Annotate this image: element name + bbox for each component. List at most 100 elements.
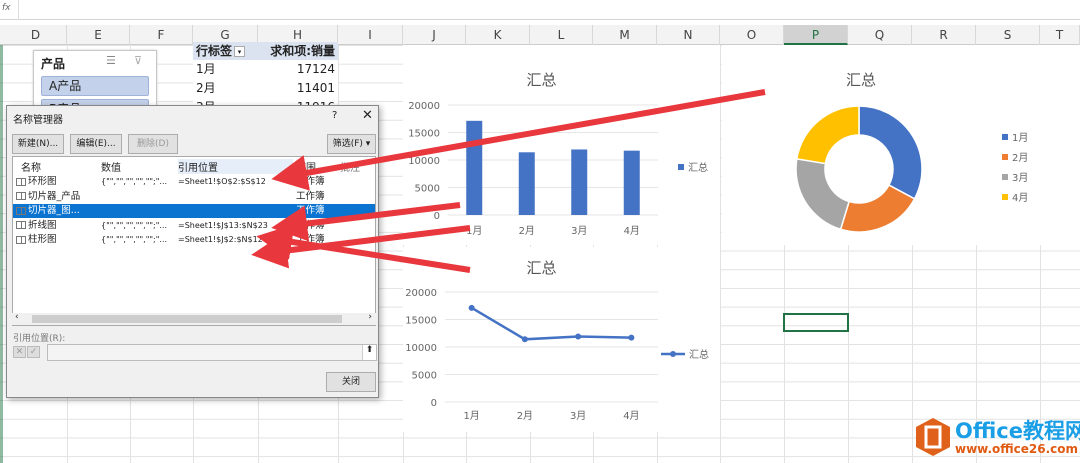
donut-slice	[839, 184, 916, 233]
donut-slice	[858, 105, 923, 200]
column-header-name[interactable]: 名称	[21, 163, 41, 174]
refers-to-input[interactable]	[47, 344, 377, 361]
x-tick-label: 4月	[624, 225, 640, 237]
slicer-title: 产品	[41, 57, 66, 71]
pivot-row[interactable]: 1月 17124	[193, 60, 338, 79]
bar-chart[interactable]: 汇总 0 5000 10000 15000 20000 1月 2月 3月 4月 汇总	[403, 45, 720, 245]
table-icon	[16, 177, 26, 186]
column-header-M[interactable]: M	[593, 25, 657, 45]
column-header-refers-to[interactable]: 引用位置	[178, 159, 293, 174]
y-tick-label: 5000	[412, 371, 437, 382]
donut-chart[interactable]: 汇总 1月 2月 3月 4月	[722, 45, 1080, 245]
legend-label: 2月	[1012, 152, 1028, 164]
data-point	[628, 334, 635, 341]
table-icon	[16, 206, 26, 215]
scope-cell: 工作簿	[296, 176, 325, 187]
column-header-comment[interactable]: 批注	[340, 163, 360, 174]
name-row[interactable]: 环形图 {"","","","","";"... =Sheet1!$O$2:$S$1…	[13, 175, 375, 189]
filter-dropdown-icon[interactable]: ▾	[234, 46, 246, 57]
watermark-title: Office教程网	[955, 419, 1080, 443]
column-header-T[interactable]: T	[1040, 25, 1080, 45]
legend-marker	[670, 351, 676, 357]
scope-cell: 工作簿	[296, 234, 325, 245]
y-tick-label: 10000	[408, 156, 440, 167]
active-cell[interactable]	[783, 313, 849, 332]
name-row[interactable]: 切片器_图... 工作簿	[13, 204, 375, 218]
ref-cell: =Sheet1!$J$13:$N$23	[178, 220, 268, 230]
scope-cell: 工作簿	[296, 219, 325, 231]
chart-title: 汇总	[845, 71, 876, 89]
scope-cell: 工作簿	[296, 205, 325, 216]
gridline	[784, 45, 785, 463]
name-row[interactable]: 柱形图 {"","","","","";"... =Sheet1!$J$2:$N$1…	[13, 233, 375, 247]
y-tick-label: 0	[431, 398, 437, 409]
legend-swatch	[1002, 134, 1008, 140]
name-manager-dialog[interactable]: 名称管理器 ? ✕ 新建(N)... 编辑(E)... 删除(D) 筛选(F) …	[6, 105, 379, 398]
column-header-H[interactable]: H	[258, 25, 338, 45]
column-header-G[interactable]: G	[193, 25, 258, 45]
column-header-N[interactable]: N	[657, 25, 720, 45]
column-header-J[interactable]: J	[403, 25, 466, 45]
gridline	[848, 45, 849, 463]
pivot-value-header: 求和项:销量	[270, 44, 335, 58]
delete-button[interactable]: 删除(D)	[128, 134, 178, 154]
column-header-S[interactable]: S	[976, 25, 1040, 45]
column-header-F[interactable]: F	[130, 25, 193, 45]
x-tick-label: 3月	[571, 225, 587, 237]
pivot-row[interactable]: 2月 11401	[193, 79, 338, 98]
name-row[interactable]: 折线图 {"","","","","";"... =Sheet1!$J$13:$N$…	[13, 219, 375, 233]
line-chart[interactable]: 汇总 0 5000 10000 15000 20000 1月 2月 3月 4月 汇总	[403, 247, 720, 432]
legend-swatch	[1002, 174, 1008, 180]
data-point	[468, 304, 475, 311]
donut-slice	[795, 158, 851, 231]
column-header-O[interactable]: O	[720, 25, 784, 45]
column-header-value[interactable]: 数值	[101, 163, 121, 174]
series-line	[470, 306, 632, 341]
clear-filter-icon[interactable]: ⊽	[134, 54, 143, 67]
formula-bar[interactable]: fx	[0, 0, 1080, 20]
column-header-P[interactable]: P	[784, 25, 848, 45]
pivot-value: 17124	[296, 62, 335, 76]
column-header-Q[interactable]: Q	[848, 25, 912, 45]
column-header-scope[interactable]: 范围	[296, 163, 316, 174]
column-header-I[interactable]: I	[338, 25, 403, 45]
legend-label: 1月	[1012, 132, 1028, 144]
bar	[518, 152, 535, 215]
help-button[interactable]: ?	[332, 110, 338, 121]
names-list[interactable]: 名称 数值 引用位置 范围 批注 环形图 {"","","","","";"...…	[12, 156, 376, 326]
close-icon[interactable]: ✕	[362, 108, 373, 123]
bar	[623, 150, 640, 215]
value-cell: {"","","","","";"...	[101, 177, 168, 186]
column-header-K[interactable]: K	[466, 25, 530, 45]
scope-cell: 工作簿	[296, 190, 325, 202]
name-cell: 切片器_图...	[16, 204, 80, 218]
name-cell: 切片器_产品	[16, 190, 80, 204]
cancel-edit-icon[interactable]: ✕	[13, 346, 26, 358]
ref-cell: =Sheet1!$J$2:$N$12	[178, 235, 263, 244]
collapse-dialog-icon[interactable]: ⬆	[362, 345, 376, 360]
confirm-edit-icon[interactable]: ✓	[27, 346, 40, 358]
value-cell: {"","","","","";"...	[101, 220, 168, 230]
office-logo-icon	[916, 418, 950, 456]
filter-button[interactable]: 筛选(F) ▾	[327, 134, 376, 154]
refers-to-label: 引用位置(R):	[13, 334, 66, 344]
name-cell: 环形图	[16, 175, 57, 189]
slicer-item[interactable]: A产品	[41, 76, 149, 96]
column-header-L[interactable]: L	[530, 25, 593, 45]
y-tick-label: 0	[434, 211, 440, 222]
column-header-R[interactable]: R	[912, 25, 976, 45]
horizontal-scrollbar[interactable]: ‹ ›	[12, 312, 376, 325]
multi-select-icon[interactable]: ☰	[106, 54, 116, 67]
close-button[interactable]: 关闭	[326, 372, 376, 392]
x-tick-label: 4月	[623, 410, 639, 422]
name-row[interactable]: 切片器_产品 工作簿	[13, 190, 375, 204]
edit-button[interactable]: 编辑(E)...	[70, 134, 122, 154]
legend-label: 汇总	[688, 161, 708, 174]
watermark-url: www.office26.com	[955, 442, 1079, 456]
new-button[interactable]: 新建(N)...	[12, 134, 64, 154]
name-cell: 柱形图	[16, 233, 57, 247]
table-icon	[16, 221, 26, 229]
column-header-E[interactable]: E	[67, 25, 130, 45]
column-header-D[interactable]: D	[5, 25, 67, 45]
legend-swatch	[1002, 154, 1008, 160]
